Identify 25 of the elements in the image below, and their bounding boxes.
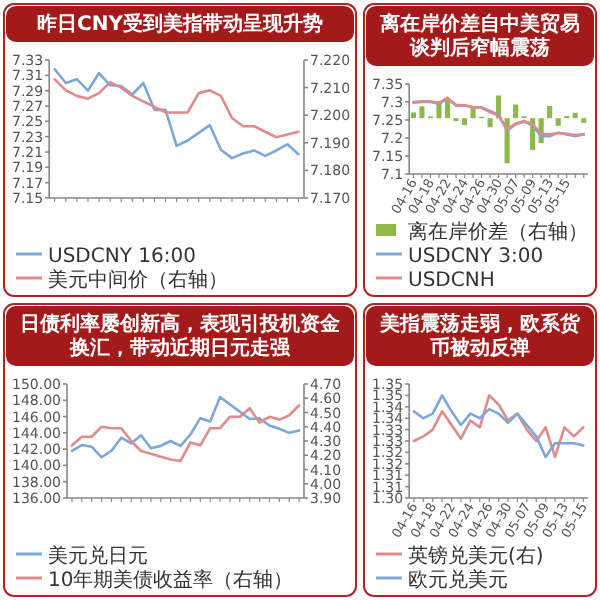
chart-title: 美指震荡走弱，欧系货币被动反弹 [378, 312, 582, 360]
bar [461, 118, 468, 126]
line-series [53, 78, 300, 139]
chart-title: 昨日CNY受到美指带动呈现升势 [37, 12, 323, 36]
line-series [53, 67, 300, 160]
line-series [412, 394, 585, 459]
chart-title: 日债利率屡创新高，表现引投机资金换汇，带动近期日元走强 [20, 312, 342, 360]
legend-label: USDCNY 3:00 [408, 246, 544, 268]
bar [470, 108, 476, 119]
chart-title: 离在岸价差自中美贸易谈判后窄幅震荡 [378, 12, 580, 60]
legend-label: USDCNH [408, 270, 495, 292]
line-series [70, 404, 301, 463]
legend-label: 美元兑日元 [48, 544, 148, 568]
bar [547, 105, 553, 119]
legend-label: 美元中间价（右轴） [48, 268, 228, 292]
legend-label: 离在岸价差（右轴） [408, 220, 588, 244]
legend-label: USDCNY 16:00 [48, 246, 196, 268]
bar [419, 106, 425, 119]
legend-label: 10年期美债收益率（右轴） [48, 568, 294, 592]
line-series [70, 395, 301, 459]
bar [513, 104, 519, 119]
legend-label: 英镑兑美元(右) [408, 544, 544, 568]
legend-label: 欧元兑美元 [408, 568, 508, 592]
bar [555, 118, 561, 126]
bar [487, 118, 493, 128]
